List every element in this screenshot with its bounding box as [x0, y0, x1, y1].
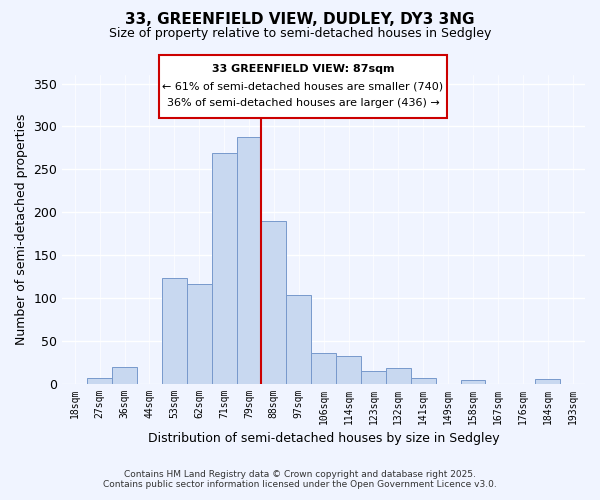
Text: Contains HM Land Registry data © Crown copyright and database right 2025.
Contai: Contains HM Land Registry data © Crown c… — [103, 470, 497, 489]
Bar — [262, 220, 286, 384]
Bar — [187, 284, 212, 384]
Text: ← 61% of semi-detached houses are smaller (740): ← 61% of semi-detached houses are smalle… — [163, 82, 443, 92]
Text: 33, GREENFIELD VIEW, DUDLEY, DY3 3NG: 33, GREENFIELD VIEW, DUDLEY, DY3 3NG — [125, 12, 475, 28]
Bar — [535, 380, 560, 384]
Bar — [411, 378, 436, 384]
X-axis label: Distribution of semi-detached houses by size in Sedgley: Distribution of semi-detached houses by … — [148, 432, 499, 445]
Bar — [361, 370, 386, 384]
Bar — [212, 153, 236, 384]
Bar — [461, 380, 485, 384]
Bar — [236, 136, 262, 384]
Text: 36% of semi-detached houses are larger (436) →: 36% of semi-detached houses are larger (… — [167, 98, 439, 108]
Text: 33 GREENFIELD VIEW: 87sqm: 33 GREENFIELD VIEW: 87sqm — [212, 64, 394, 74]
Bar — [162, 278, 187, 384]
Bar — [112, 368, 137, 384]
Bar — [336, 356, 361, 384]
Y-axis label: Number of semi-detached properties: Number of semi-detached properties — [15, 114, 28, 345]
Text: Size of property relative to semi-detached houses in Sedgley: Size of property relative to semi-detach… — [109, 28, 491, 40]
Bar — [386, 368, 411, 384]
Bar — [311, 352, 336, 384]
Bar — [286, 296, 311, 384]
Bar — [87, 378, 112, 384]
